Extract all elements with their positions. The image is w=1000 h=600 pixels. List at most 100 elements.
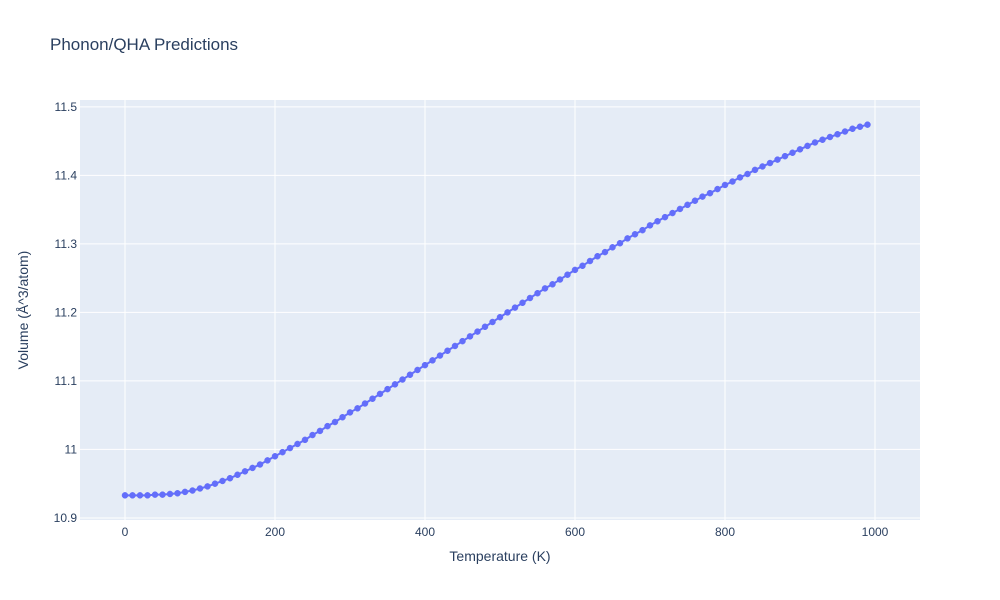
data-point [181, 488, 189, 496]
data-point [699, 193, 706, 200]
data-point [691, 197, 699, 204]
data-point [766, 159, 774, 167]
x-tick-label: 600 [565, 525, 585, 539]
data-point [264, 457, 271, 464]
data-point [511, 304, 519, 311]
data-point [219, 477, 226, 485]
data-point [496, 313, 504, 321]
data-point [519, 299, 526, 307]
data-point [736, 174, 744, 181]
data-point [451, 342, 459, 350]
data-point [309, 431, 316, 439]
data-point [444, 347, 451, 355]
data-point [661, 213, 669, 221]
data-point [669, 209, 676, 217]
data-point [211, 480, 219, 487]
data-point [789, 149, 796, 157]
data-point [234, 471, 241, 479]
data-point [166, 490, 174, 498]
chart-title: Phonon/QHA Predictions [50, 35, 238, 54]
series-markers [121, 121, 871, 499]
data-point [399, 376, 406, 383]
y-tick-label: 11.5 [55, 100, 78, 114]
data-point [151, 491, 159, 498]
data-point [421, 361, 429, 369]
data-point [256, 461, 264, 468]
data-point [159, 491, 166, 498]
x-gridlines [124, 100, 876, 520]
data-point [594, 252, 601, 260]
data-point [834, 131, 841, 138]
data-point [579, 262, 586, 270]
data-point [316, 427, 324, 435]
data-point [369, 395, 376, 402]
data-point [361, 400, 369, 407]
y-tick-label: 11.2 [55, 305, 78, 319]
data-point [706, 189, 714, 197]
data-point [459, 337, 466, 345]
data-point [136, 492, 144, 499]
data-point [721, 181, 729, 189]
data-point [481, 323, 489, 331]
y-tick-labels: 10.9 11 11.1 11.2 11.3 11.4 11.5 [54, 100, 78, 525]
data-point [339, 413, 346, 421]
data-point [541, 285, 549, 292]
data-point [474, 328, 481, 335]
y-tick-label: 11.4 [55, 168, 78, 182]
data-point [729, 178, 736, 185]
data-point [804, 142, 811, 150]
data-point [759, 163, 766, 170]
data-point [384, 385, 391, 393]
data-point [129, 492, 136, 499]
x-tick-label: 400 [415, 525, 435, 539]
data-point [144, 492, 151, 499]
x-axis-title: Temperature (K) [449, 548, 550, 564]
data-point [534, 289, 541, 297]
data-point [781, 152, 789, 160]
x-tick-labels: 0 200 400 600 800 1000 [122, 525, 889, 539]
data-point [714, 185, 721, 193]
data-point [294, 440, 301, 448]
data-point [796, 146, 804, 153]
data-point [121, 492, 129, 499]
data-point [406, 371, 414, 378]
data-point [856, 123, 864, 130]
data-point [466, 333, 474, 340]
x-tick-label: 200 [265, 525, 285, 539]
y-axis-title: Volume (Å^3/atom) [15, 251, 31, 370]
data-point [226, 474, 234, 482]
plot-area [80, 100, 920, 520]
data-point [249, 464, 256, 472]
data-point [639, 226, 646, 234]
y-tick-label: 11.3 [55, 237, 78, 251]
data-point [624, 235, 631, 242]
data-point [654, 218, 661, 225]
y-tick-label: 11.1 [55, 374, 78, 388]
data-point [376, 390, 384, 398]
data-point [841, 128, 849, 135]
series-line [125, 123, 868, 497]
data-point [346, 409, 354, 416]
data-point [564, 271, 571, 278]
data-point [241, 468, 249, 475]
y-tick-label: 11 [65, 442, 78, 456]
data-point [414, 366, 421, 374]
data-point [526, 294, 534, 302]
data-point [586, 257, 594, 265]
data-point [646, 222, 654, 229]
data-point [286, 444, 294, 452]
data-point [811, 139, 819, 146]
data-point [489, 318, 496, 326]
data-point [271, 453, 279, 460]
data-point [631, 231, 639, 238]
data-point [204, 483, 211, 490]
x-tick-label: 1000 [862, 525, 889, 539]
data-point [196, 485, 204, 492]
data-point [601, 248, 609, 256]
data-point [571, 266, 579, 274]
data-point [616, 239, 624, 247]
data-point [174, 490, 181, 497]
data-point [504, 309, 511, 316]
data-point [301, 436, 309, 444]
